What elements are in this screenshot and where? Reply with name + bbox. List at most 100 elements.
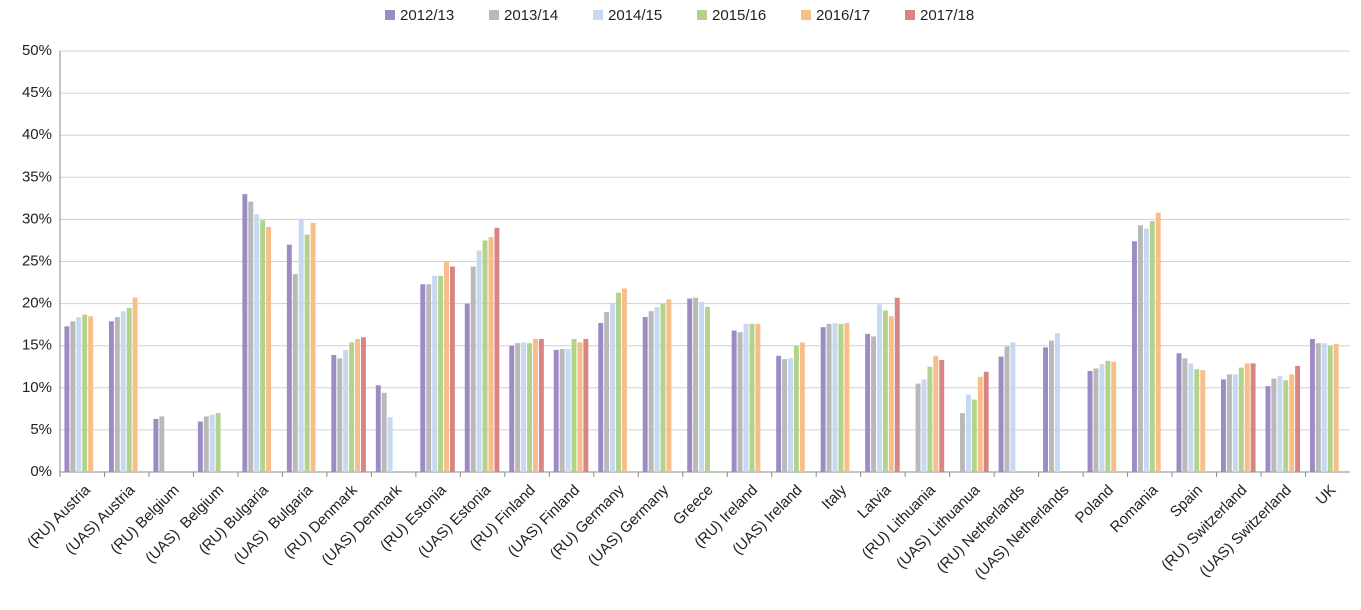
bar [533, 338, 538, 472]
bar [553, 349, 559, 472]
bar [538, 338, 544, 472]
bar [894, 297, 900, 472]
x-tick-label: UK [1313, 482, 1340, 509]
bar [248, 201, 254, 472]
bar [1155, 212, 1161, 472]
bar [693, 297, 699, 472]
y-tick-label: 10% [22, 379, 52, 396]
bar [610, 302, 616, 472]
bar [215, 413, 221, 472]
bar [687, 298, 693, 472]
bar [108, 321, 114, 472]
bar [1200, 370, 1206, 472]
x-tick-label: (UAS) Denmark [318, 481, 405, 568]
bar [559, 349, 565, 472]
x-tick-label: Italy [819, 481, 851, 513]
bar [331, 354, 337, 472]
y-tick-label: 15% [22, 337, 52, 354]
bar [871, 336, 876, 472]
bar [1295, 365, 1301, 472]
bar [1188, 363, 1194, 472]
bar [933, 355, 939, 472]
bar [1137, 225, 1143, 472]
legend-label: 2014/15 [608, 7, 662, 24]
bar [349, 342, 355, 472]
legend-swatch [385, 10, 395, 20]
bar [666, 299, 672, 472]
y-tick-label: 20% [22, 295, 52, 312]
bar [521, 342, 527, 472]
legend-label: 2016/17 [816, 7, 870, 24]
legend-swatch [593, 10, 603, 20]
y-tick-label: 50% [22, 42, 52, 59]
bar [583, 338, 589, 472]
bar [960, 413, 965, 472]
bar [1004, 346, 1010, 472]
bar [375, 385, 381, 472]
bar [888, 316, 894, 472]
bar [310, 222, 316, 472]
bar [343, 349, 349, 472]
bar [197, 421, 203, 472]
bar [438, 275, 444, 472]
bar [1099, 364, 1105, 472]
bar [266, 226, 272, 472]
bar [1087, 370, 1093, 472]
bar [509, 345, 515, 472]
bar [420, 284, 426, 472]
bar [939, 360, 945, 472]
bar [1194, 369, 1200, 472]
bar [1289, 374, 1295, 472]
x-tick-label: (UAS) Bulgaria [231, 481, 317, 567]
bar [743, 323, 749, 472]
bar [449, 266, 455, 472]
bar [571, 338, 577, 472]
bar [965, 394, 971, 472]
bar [1043, 347, 1048, 472]
bar [844, 322, 850, 472]
bar [998, 356, 1004, 472]
bar [426, 284, 432, 472]
bar [254, 214, 260, 472]
y-tick-label: 5% [30, 421, 52, 438]
bar [616, 292, 621, 472]
bar [1333, 344, 1339, 472]
legend-swatch [697, 10, 707, 20]
bar [260, 220, 266, 472]
bar [1309, 338, 1315, 472]
bar [387, 417, 393, 472]
bar [1093, 368, 1099, 472]
bar [755, 323, 761, 472]
bar [865, 333, 871, 472]
bar [642, 317, 648, 472]
bar [1132, 241, 1137, 472]
bar [337, 358, 343, 472]
bar [971, 399, 977, 472]
bar [1143, 228, 1149, 472]
bar [470, 266, 476, 472]
x-tick-label: Spain [1167, 482, 1206, 521]
bar [731, 330, 737, 472]
bar [921, 379, 927, 472]
bar [1149, 221, 1155, 472]
bar [915, 383, 921, 472]
x-tick-label: (UAS) Belgium [142, 482, 227, 567]
bar [1277, 376, 1283, 472]
bar [660, 303, 666, 472]
bar [515, 343, 521, 472]
bar [159, 416, 165, 472]
bar [292, 274, 298, 472]
bar [577, 342, 583, 472]
bar [1010, 342, 1016, 472]
bar [1054, 333, 1060, 472]
bar [1283, 380, 1289, 472]
y-tick-label: 45% [22, 84, 52, 101]
bar [1250, 363, 1256, 472]
bar [209, 414, 215, 472]
bar [1182, 358, 1188, 472]
bar [604, 312, 610, 472]
bar [242, 194, 248, 472]
y-tick-label: 35% [22, 168, 52, 185]
bar [203, 416, 209, 472]
x-tick-label: (UAS) Germany [585, 481, 673, 569]
